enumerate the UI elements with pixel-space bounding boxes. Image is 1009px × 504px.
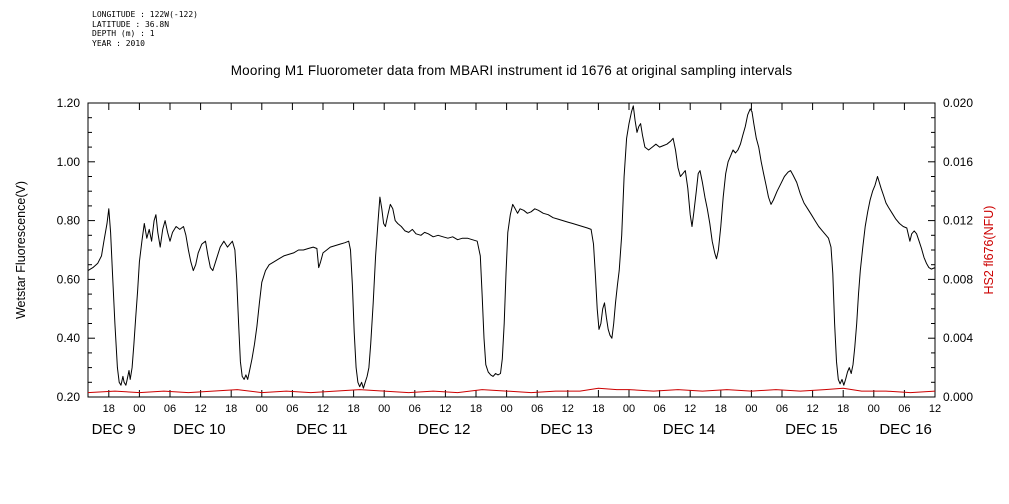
x-tick-label: 06 bbox=[409, 403, 421, 415]
x-tick-label: 18 bbox=[715, 403, 727, 415]
y-right-tick-label: 0.012 bbox=[943, 214, 973, 228]
x-tick-label: 00 bbox=[133, 403, 145, 415]
x-date-label: DEC 15 bbox=[785, 421, 838, 438]
x-date-label: DEC 16 bbox=[879, 421, 932, 438]
x-tick-label: 06 bbox=[776, 403, 788, 415]
x-tick-label: 18 bbox=[592, 403, 604, 415]
x-tick-label: 18 bbox=[347, 403, 359, 415]
y-left-tick-label: 0.20 bbox=[57, 390, 81, 404]
plot-frame bbox=[87, 102, 936, 398]
x-tick-label: 12 bbox=[929, 403, 941, 415]
x-tick-label: 00 bbox=[500, 403, 512, 415]
metadata-latitude: LATITUDE : 36.8N bbox=[92, 19, 170, 29]
x-tick-label: 00 bbox=[623, 403, 635, 415]
x-tick-label: 12 bbox=[684, 403, 696, 415]
x-tick-label: 00 bbox=[378, 403, 390, 415]
x-tick-label: 06 bbox=[531, 403, 543, 415]
x-tick-label: 06 bbox=[653, 403, 665, 415]
y-left-tick-label: 0.60 bbox=[57, 272, 81, 286]
x-tick-label: 06 bbox=[898, 403, 910, 415]
x-date-label: DEC 14 bbox=[663, 421, 716, 438]
chart-title: Mooring M1 Fluorometer data from MBARI i… bbox=[230, 63, 793, 78]
x-tick-label: 00 bbox=[868, 403, 880, 415]
metadata-block: LONGITUDE : 122W(-122) LATITUDE : 36.8N … bbox=[92, 10, 198, 48]
metadata-depth: DEPTH (m) : 1 bbox=[92, 29, 155, 38]
y-right-tick-label: 0.004 bbox=[943, 331, 973, 345]
x-tick-label: 12 bbox=[562, 403, 574, 415]
x-date-label: DEC 11 bbox=[296, 421, 347, 438]
x-tick-label: 18 bbox=[103, 403, 115, 415]
x-tick-label: 00 bbox=[256, 403, 268, 415]
x-tick-label: 18 bbox=[837, 403, 849, 415]
x-date-label: DEC 13 bbox=[540, 421, 593, 438]
x-tick-label: 18 bbox=[225, 403, 237, 415]
x-tick-label: 18 bbox=[470, 403, 482, 415]
metadata-year: YEAR : 2010 bbox=[92, 38, 145, 48]
x-tick-label: 12 bbox=[317, 403, 329, 415]
x-date-label: DEC 9 bbox=[92, 421, 136, 438]
y-left-tick-label: 1.20 bbox=[57, 96, 81, 110]
x-tick-label: 06 bbox=[286, 403, 298, 415]
series-hs2-line bbox=[87, 387, 936, 394]
metadata-longitude: LONGITUDE : 122W(-122) bbox=[92, 10, 198, 19]
x-date-label: DEC 10 bbox=[173, 421, 226, 438]
x-tick-label: 00 bbox=[745, 403, 757, 415]
y-right-tick-label: 0.000 bbox=[943, 390, 973, 404]
y-right-tick-label: 0.008 bbox=[943, 272, 973, 286]
y-right-tick-label: 0.016 bbox=[943, 155, 973, 169]
y-left-tick-label: 0.40 bbox=[57, 331, 81, 345]
x-date-label: DEC 12 bbox=[418, 421, 471, 438]
y-right-tick-label: 0.020 bbox=[943, 96, 973, 110]
y-left-tick-label: 0.80 bbox=[57, 214, 81, 228]
x-tick-label: 06 bbox=[164, 403, 176, 415]
y-left-tick-label: 1.00 bbox=[57, 155, 81, 169]
x-tick-label: 12 bbox=[194, 403, 206, 415]
series-wetstar-line bbox=[87, 105, 936, 389]
x-tick-label: 12 bbox=[439, 403, 451, 415]
x-tick-label: 12 bbox=[806, 403, 818, 415]
